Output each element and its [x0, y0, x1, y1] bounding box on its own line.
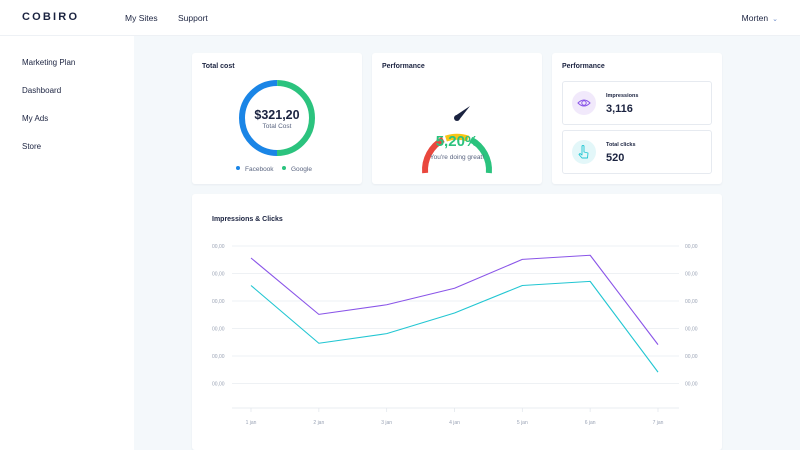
top-bar: COBIRO My Sites Support Morten ⌄ [0, 0, 800, 36]
total-cost-title: Total cost [202, 63, 235, 70]
cost-donut-chart [239, 80, 315, 156]
gauge-green-arc [469, 136, 492, 174]
impressions-label: Impressions [606, 93, 639, 99]
impressions-clicks-card: Impressions & Clicks 00,00 00,00 00,00 00,0… [192, 194, 722, 450]
x-tick-label: 1 jan [246, 420, 257, 426]
total-cost-amount: $321,20 [254, 108, 300, 122]
x-tick-label: 5 jan [517, 420, 528, 426]
impressions-value: 3,116 [606, 103, 633, 115]
performance-gauge-card: Performance 5,20% You're doing great! [372, 53, 542, 184]
chart-title: Impressions & Clicks [212, 216, 283, 223]
series-line-1 [250, 254, 659, 345]
eye-icon [572, 91, 596, 115]
sidebar-item-store[interactable]: Store [22, 142, 42, 151]
series-line-2 [250, 280, 659, 373]
y-tick-label-right: 00,00 [685, 272, 698, 278]
clicks-value: 520 [606, 152, 625, 164]
performance-gauge [422, 106, 492, 174]
donut-segment-google [239, 80, 315, 156]
line-chart: 00,00 00,00 00,00 00,00 00,00 00,00 00,00 00,00… [212, 244, 698, 426]
y-tick-label-left: 00,00 [212, 327, 225, 333]
legend-google: Google [282, 166, 312, 173]
sidebar-item-marketing-plan[interactable]: Marketing Plan [22, 58, 76, 67]
sidebar: Marketing Plan Dashboard My Ads Store [0, 36, 134, 450]
y-tick-label-right: 00,00 [685, 382, 698, 388]
legend-facebook-label: Facebook [245, 166, 274, 173]
cobiro-logo[interactable]: COBIRO [22, 11, 80, 23]
y-tick-label-left: 00,00 [212, 354, 225, 360]
y-tick-label-right: 00,00 [685, 327, 698, 333]
gauge-yellow-arc [444, 133, 470, 142]
gauge-needle-icon [454, 106, 470, 121]
clicks-label: Total clicks [606, 142, 636, 148]
gauge-red-arc [422, 136, 445, 174]
user-menu[interactable]: Morten ⌄ [742, 13, 778, 23]
y-tick-label-left: 00,00 [212, 382, 225, 388]
x-tick-label: 6 jan [585, 420, 596, 426]
nav-my-sites[interactable]: My Sites [125, 13, 158, 23]
y-tick-label-left: 00,00 [212, 272, 225, 278]
performance-value: 5,20% [435, 133, 479, 150]
x-tick-label: 2 jan [313, 420, 324, 426]
google-legend-dot [282, 166, 286, 170]
impressions-stat[interactable]: Impressions 3,116 [562, 81, 712, 125]
total-cost-subtitle: Total Cost [262, 123, 292, 130]
x-tick-label: 3 jan [381, 420, 392, 426]
y-tick-label-right: 00,00 [685, 299, 698, 305]
chevron-down-icon: ⌄ [772, 16, 778, 23]
y-tick-label-left: 00,00 [212, 299, 225, 305]
user-name: Morten [741, 13, 769, 23]
legend-google-label: Google [291, 166, 312, 173]
y-tick-label-right: 00,00 [685, 354, 698, 360]
sidebar-item-my-ads[interactable]: My Ads [22, 114, 49, 123]
performance-stats-title: Performance [562, 63, 605, 70]
nav-support[interactable]: Support [178, 13, 208, 23]
performance-gauge-title: Performance [382, 63, 425, 70]
clicks-stat[interactable]: Total clicks 520 [562, 130, 712, 174]
y-tick-label-right: 00,00 [685, 244, 698, 250]
sidebar-item-dashboard[interactable]: Dashboard [22, 86, 62, 95]
total-cost-card: Total cost $321,20 Total Cost Facebook G… [192, 53, 362, 184]
legend-facebook: Facebook [236, 166, 274, 173]
pointer-icon [572, 140, 596, 164]
performance-stats-card: Performance Impressions 3,116 Total clic… [552, 53, 722, 184]
y-tick-label-left: 00,00 [212, 244, 225, 250]
x-tick-label: 4 jan [449, 420, 460, 426]
x-tick-label: 7 jan [653, 420, 664, 426]
facebook-legend-dot [236, 166, 240, 170]
performance-message: You're doing great! [429, 154, 485, 161]
